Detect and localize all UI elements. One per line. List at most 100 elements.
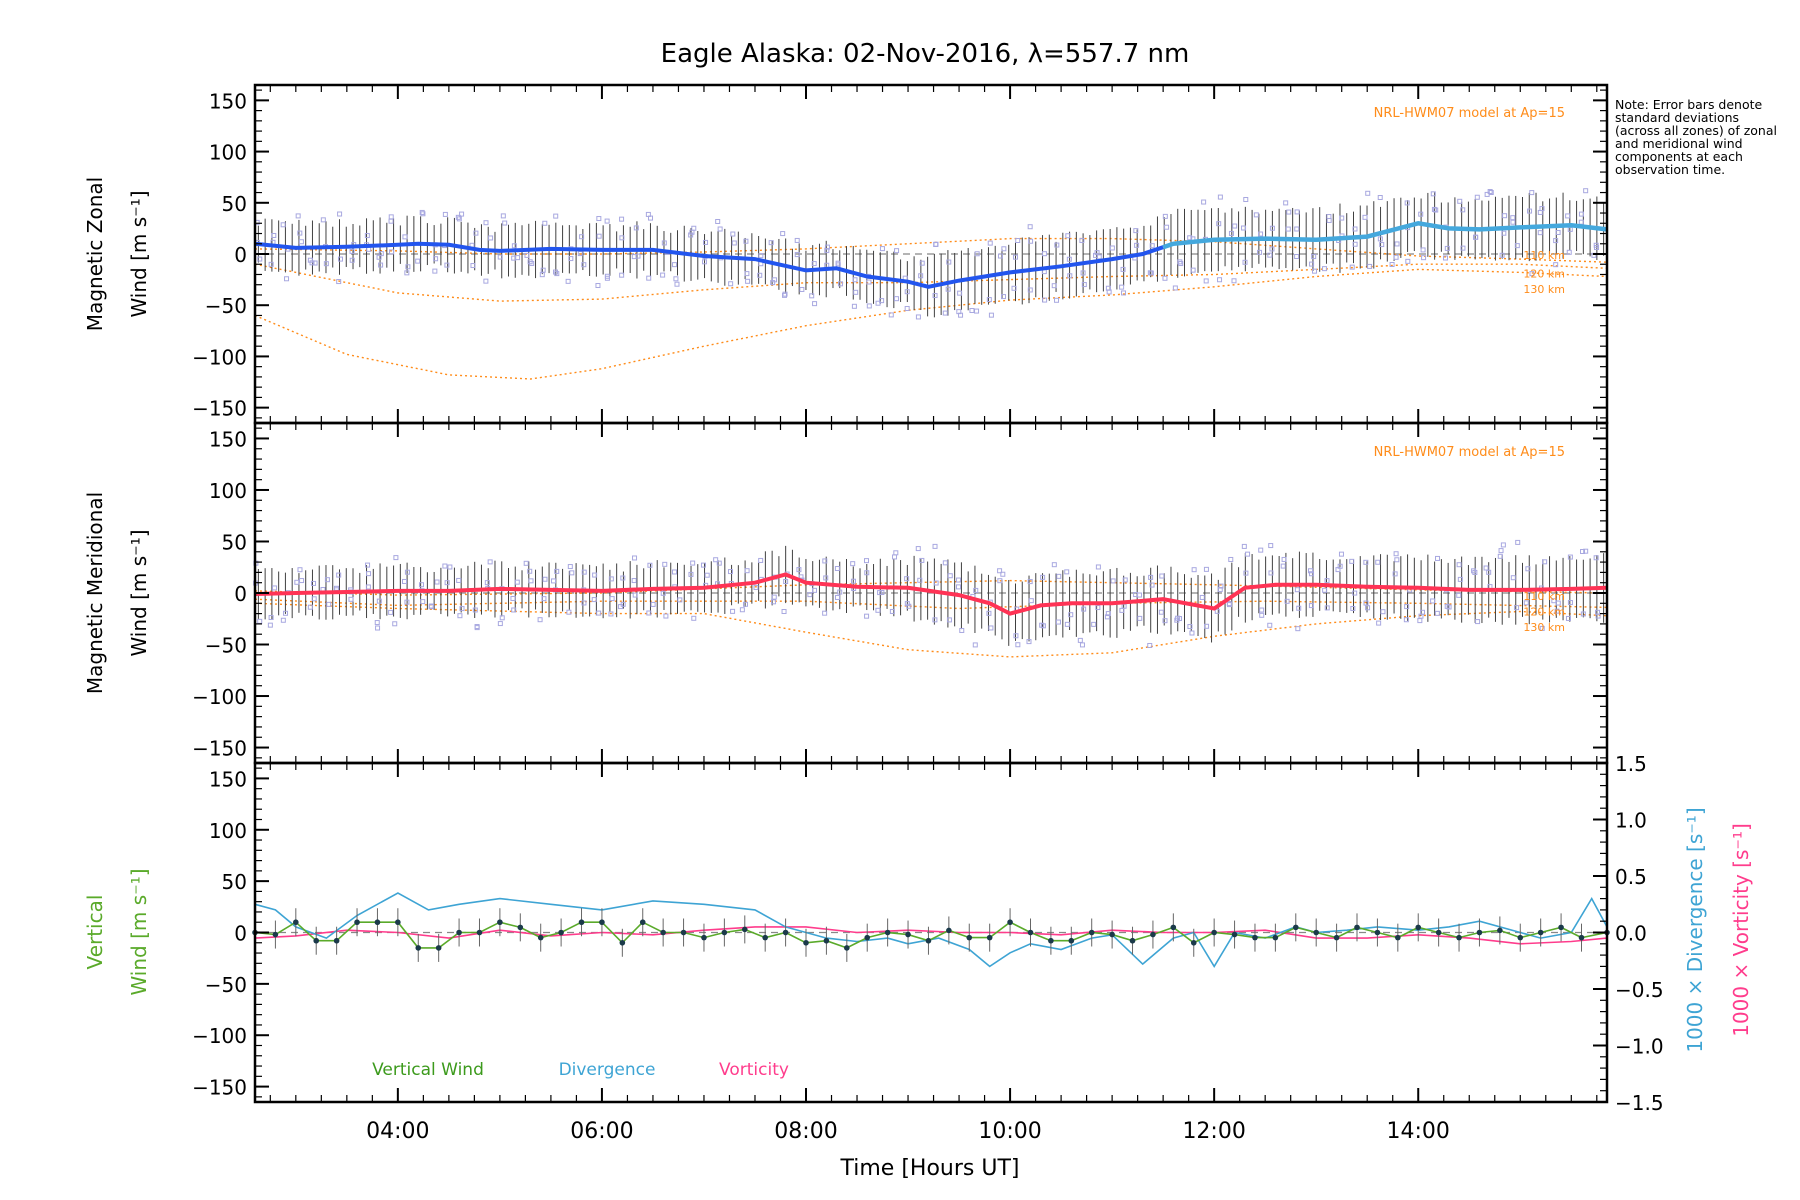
vertical-wind-point	[1027, 929, 1034, 936]
zonal-zone-sample	[376, 254, 382, 260]
zonal-zone-sample	[1190, 267, 1196, 273]
right-y-tick-label: 1.5	[1615, 752, 1647, 776]
zonal-zone-sample	[744, 271, 750, 277]
vertical-wind-point	[966, 934, 973, 941]
meridional-zone-sample	[1539, 625, 1545, 631]
vertical-wind-point	[1517, 934, 1524, 941]
zonal-zone-sample	[432, 268, 438, 274]
zonal-zone-sample	[1253, 212, 1259, 218]
vertical-wind-point	[680, 929, 687, 936]
zonal-zone-sample	[433, 256, 439, 262]
meridional-zone-sample	[1434, 610, 1440, 616]
divergence-axis-label: 1000 × Divergence [s⁻¹]	[1683, 807, 1707, 1052]
meridional-zone-sample	[1136, 592, 1142, 598]
zonal-zone-sample	[1285, 226, 1291, 232]
zonal-zone-sample	[1499, 252, 1505, 258]
zonal-zone-sample	[1404, 200, 1410, 206]
meridional-zone-sample	[528, 578, 534, 584]
meridional-altitude-label: 120 km	[1523, 606, 1565, 619]
meridional-zone-sample	[596, 610, 602, 616]
zonal-zone-sample	[1054, 242, 1060, 248]
meridional-zone-sample	[418, 582, 424, 588]
zonal-zone-sample	[539, 272, 545, 278]
zonal-zone-sample	[1081, 282, 1087, 288]
zonal-zone-sample	[1269, 225, 1275, 231]
vertical-wind-point	[313, 937, 320, 944]
y-tick-label: 0	[234, 243, 247, 267]
vertical-plot-area	[252, 892, 1610, 968]
vertical-wind-point	[415, 945, 422, 951]
zonal-zone-sample	[1027, 287, 1033, 293]
zonal-zone-sample	[420, 211, 426, 217]
zonal-zone-sample	[323, 261, 329, 267]
meridional-zone-sample	[297, 567, 303, 573]
meridional-zone-sample	[822, 558, 828, 564]
vertical-wind-point	[701, 934, 707, 941]
meridional-zone-sample	[442, 563, 448, 569]
zonal-zone-sample	[1488, 190, 1494, 196]
meridional-zone-sample	[691, 615, 697, 621]
vertical-wind-point	[1395, 934, 1401, 941]
meridional-zone-sample	[474, 624, 480, 630]
meridional-zone-sample	[632, 555, 638, 561]
meridional-zone-sample	[823, 575, 829, 581]
zonal-zone-sample	[456, 216, 462, 222]
meridional-zone-sample	[1122, 577, 1128, 583]
meridional-zone-sample	[1497, 553, 1503, 559]
zonal-zone-sample	[646, 275, 652, 281]
zonal-zone-sample	[1294, 209, 1300, 215]
zonal-zone-sample	[794, 252, 800, 258]
zonal-zone-sample	[1311, 254, 1317, 260]
meridional-zone-sample	[1593, 555, 1599, 561]
meridional-zone-sample	[1393, 551, 1399, 557]
meridional-zone-sample	[1259, 607, 1265, 613]
meridional-zone-sample	[933, 580, 939, 586]
meridional-zone-sample	[1064, 569, 1070, 575]
meridional-zone-sample	[1281, 556, 1287, 562]
meridional-zone-sample	[811, 587, 817, 593]
zonal-zone-sample	[442, 211, 448, 217]
zonal-zone-sample	[1472, 234, 1478, 240]
vertical-wind-point	[986, 934, 993, 941]
y-tick-label: −100	[192, 345, 247, 369]
meridional-zone-sample	[447, 564, 453, 570]
vertical-wind-point	[864, 934, 871, 941]
zonal-zone-sample	[946, 259, 952, 265]
zonal-zone-sample	[444, 262, 450, 268]
zonal-zone-sample	[1119, 284, 1125, 290]
zonal-zone-sample	[312, 260, 318, 266]
zonal-zone-sample	[1294, 226, 1300, 232]
zonal-zone-sample	[780, 231, 786, 237]
meridional-zone-sample	[1324, 605, 1330, 611]
zonal-zone-sample	[540, 267, 546, 273]
zonal-zone-sample	[1148, 270, 1154, 276]
zonal-altitude-label: 120 km	[1523, 267, 1565, 280]
vertical-wind-point	[1170, 924, 1177, 931]
meridional-zone-sample	[997, 578, 1003, 584]
meridional-zone-sample	[700, 562, 706, 568]
zonal-zone-sample	[1080, 270, 1086, 276]
zonal-zone-sample	[918, 273, 924, 279]
meridional-zone-sample	[1580, 611, 1586, 617]
zonal-zone-sample	[1442, 255, 1448, 261]
meridional-zone-sample	[837, 589, 843, 595]
zonal-zone-sample	[1379, 242, 1385, 248]
meridional-zone-sample	[1028, 598, 1034, 604]
y-tick-label: 100	[209, 141, 247, 165]
y-tick-label: 150	[209, 427, 247, 451]
meridional-zone-sample	[1338, 551, 1344, 557]
zonal-zone-sample	[1444, 245, 1450, 251]
meridional-zone-sample	[1064, 621, 1070, 627]
zonal-zone-sample	[1162, 275, 1168, 281]
zonal-zone-sample	[812, 301, 818, 307]
zonal-zone-sample	[596, 216, 602, 222]
right-y-tick-label: −1.5	[1615, 1091, 1664, 1115]
zonal-zone-sample	[1217, 194, 1223, 200]
zonal-altitude-label: 130 km	[1523, 283, 1565, 296]
zonal-zone-sample	[1041, 251, 1047, 257]
meridional-zone-sample	[1104, 614, 1110, 620]
meridional-zone-sample	[1051, 562, 1057, 568]
meridional-zone-sample	[1551, 598, 1557, 604]
x-tick-label: 14:00	[1387, 1119, 1450, 1144]
zonal-zone-sample	[349, 248, 355, 254]
